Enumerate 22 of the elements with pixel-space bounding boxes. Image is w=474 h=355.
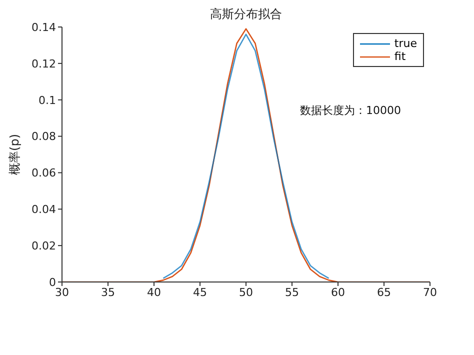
y-tick-label: 0.14	[32, 20, 56, 34]
x-tick-label: 55	[285, 286, 299, 299]
x-tick-label: 45	[193, 286, 207, 299]
x-tick-label: 65	[377, 286, 391, 299]
x-tick-label: 30	[55, 286, 69, 299]
x-tick-label: 70	[423, 286, 437, 299]
y-tick-label: 0	[49, 276, 56, 289]
y-tick-label: 0.06	[32, 166, 56, 180]
y-tick-label: 0.04	[32, 203, 56, 216]
x-tick-label: 50	[239, 286, 253, 299]
legend-label: fit	[394, 50, 406, 63]
y-tick-label: 0.1	[38, 94, 56, 107]
y-tick-label: 0.02	[32, 239, 56, 252]
y-tick-label: 0.08	[32, 130, 56, 144]
x-tick-label: 40	[147, 286, 161, 299]
annotation: 数据长度为：10000	[300, 103, 401, 118]
chart-title: 高斯分布拟合	[209, 6, 283, 23]
y-tick-label: 0.12	[32, 57, 56, 70]
x-tick-label: 60	[331, 286, 345, 299]
y-axis-title: 概率(p)	[7, 134, 22, 175]
x-tick-label: 35	[101, 286, 115, 299]
legend-label: true	[394, 37, 417, 50]
